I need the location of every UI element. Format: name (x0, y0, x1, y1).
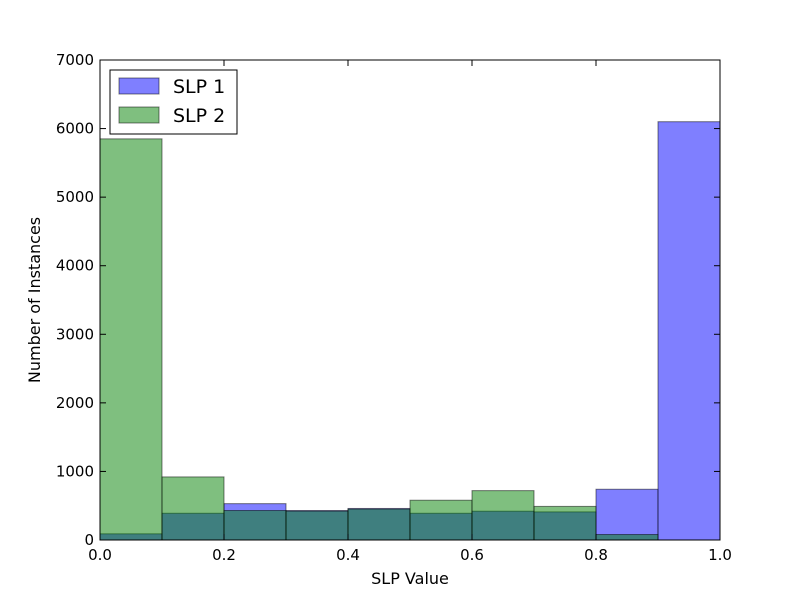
bar-series-2-bin-4 (285, 510, 349, 541)
y-tick-label: 3000 (56, 325, 94, 343)
x-tick-label: 0.0 (88, 546, 112, 564)
bar-series-2-bin-1 (99, 138, 163, 541)
x-tick-label: 0.4 (336, 546, 360, 564)
y-tick-label: 4000 (56, 257, 94, 275)
y-tick-label: 0 (84, 531, 94, 549)
bars-layer (99, 121, 721, 541)
y-tick-label: 6000 (56, 120, 94, 138)
bar-series-2-bin-9 (595, 534, 659, 541)
plot-frame (99, 59, 721, 541)
bar-series-2-bin-2 (161, 476, 225, 541)
x-tick-label: 1.0 (708, 546, 732, 564)
x-tick-label: 0.6 (460, 546, 484, 564)
bar-series-2-bin-7 (471, 490, 535, 541)
x-tick-label: 0.8 (584, 546, 608, 564)
legend-label-series-2: SLP 2 (173, 105, 225, 127)
legend-swatch-series-2 (118, 106, 160, 124)
x-axis-label: SLP Value (371, 569, 449, 588)
legend-label-series-1: SLP 1 (173, 76, 225, 98)
y-tick-label: 1000 (56, 462, 94, 480)
bar-series-1-bin-9 (595, 488, 659, 541)
bar-series-2-bin-3 (223, 510, 287, 541)
bar-series-1-bin-10 (657, 121, 721, 541)
y-tick-label: 7000 (56, 51, 94, 69)
bar-series-2-bin-6 (409, 499, 473, 541)
legend-swatch-series-1 (118, 77, 160, 95)
ticks-layer: 0.0 0.2 0.4 0.6 0.8 1.0 0 1000 2000 3000 4000 5000 6… (56, 51, 732, 564)
legend: SLP 1 SLP 2 (109, 69, 238, 135)
bar-series-2-bin-8 (533, 505, 597, 541)
y-axis-label: Number of Instances (25, 217, 44, 383)
y-tick-label: 5000 (56, 188, 94, 206)
y-tick-label: 2000 (56, 394, 94, 412)
bar-series-2-bin-5 (347, 508, 411, 541)
x-tick-label: 0.2 (212, 546, 236, 564)
